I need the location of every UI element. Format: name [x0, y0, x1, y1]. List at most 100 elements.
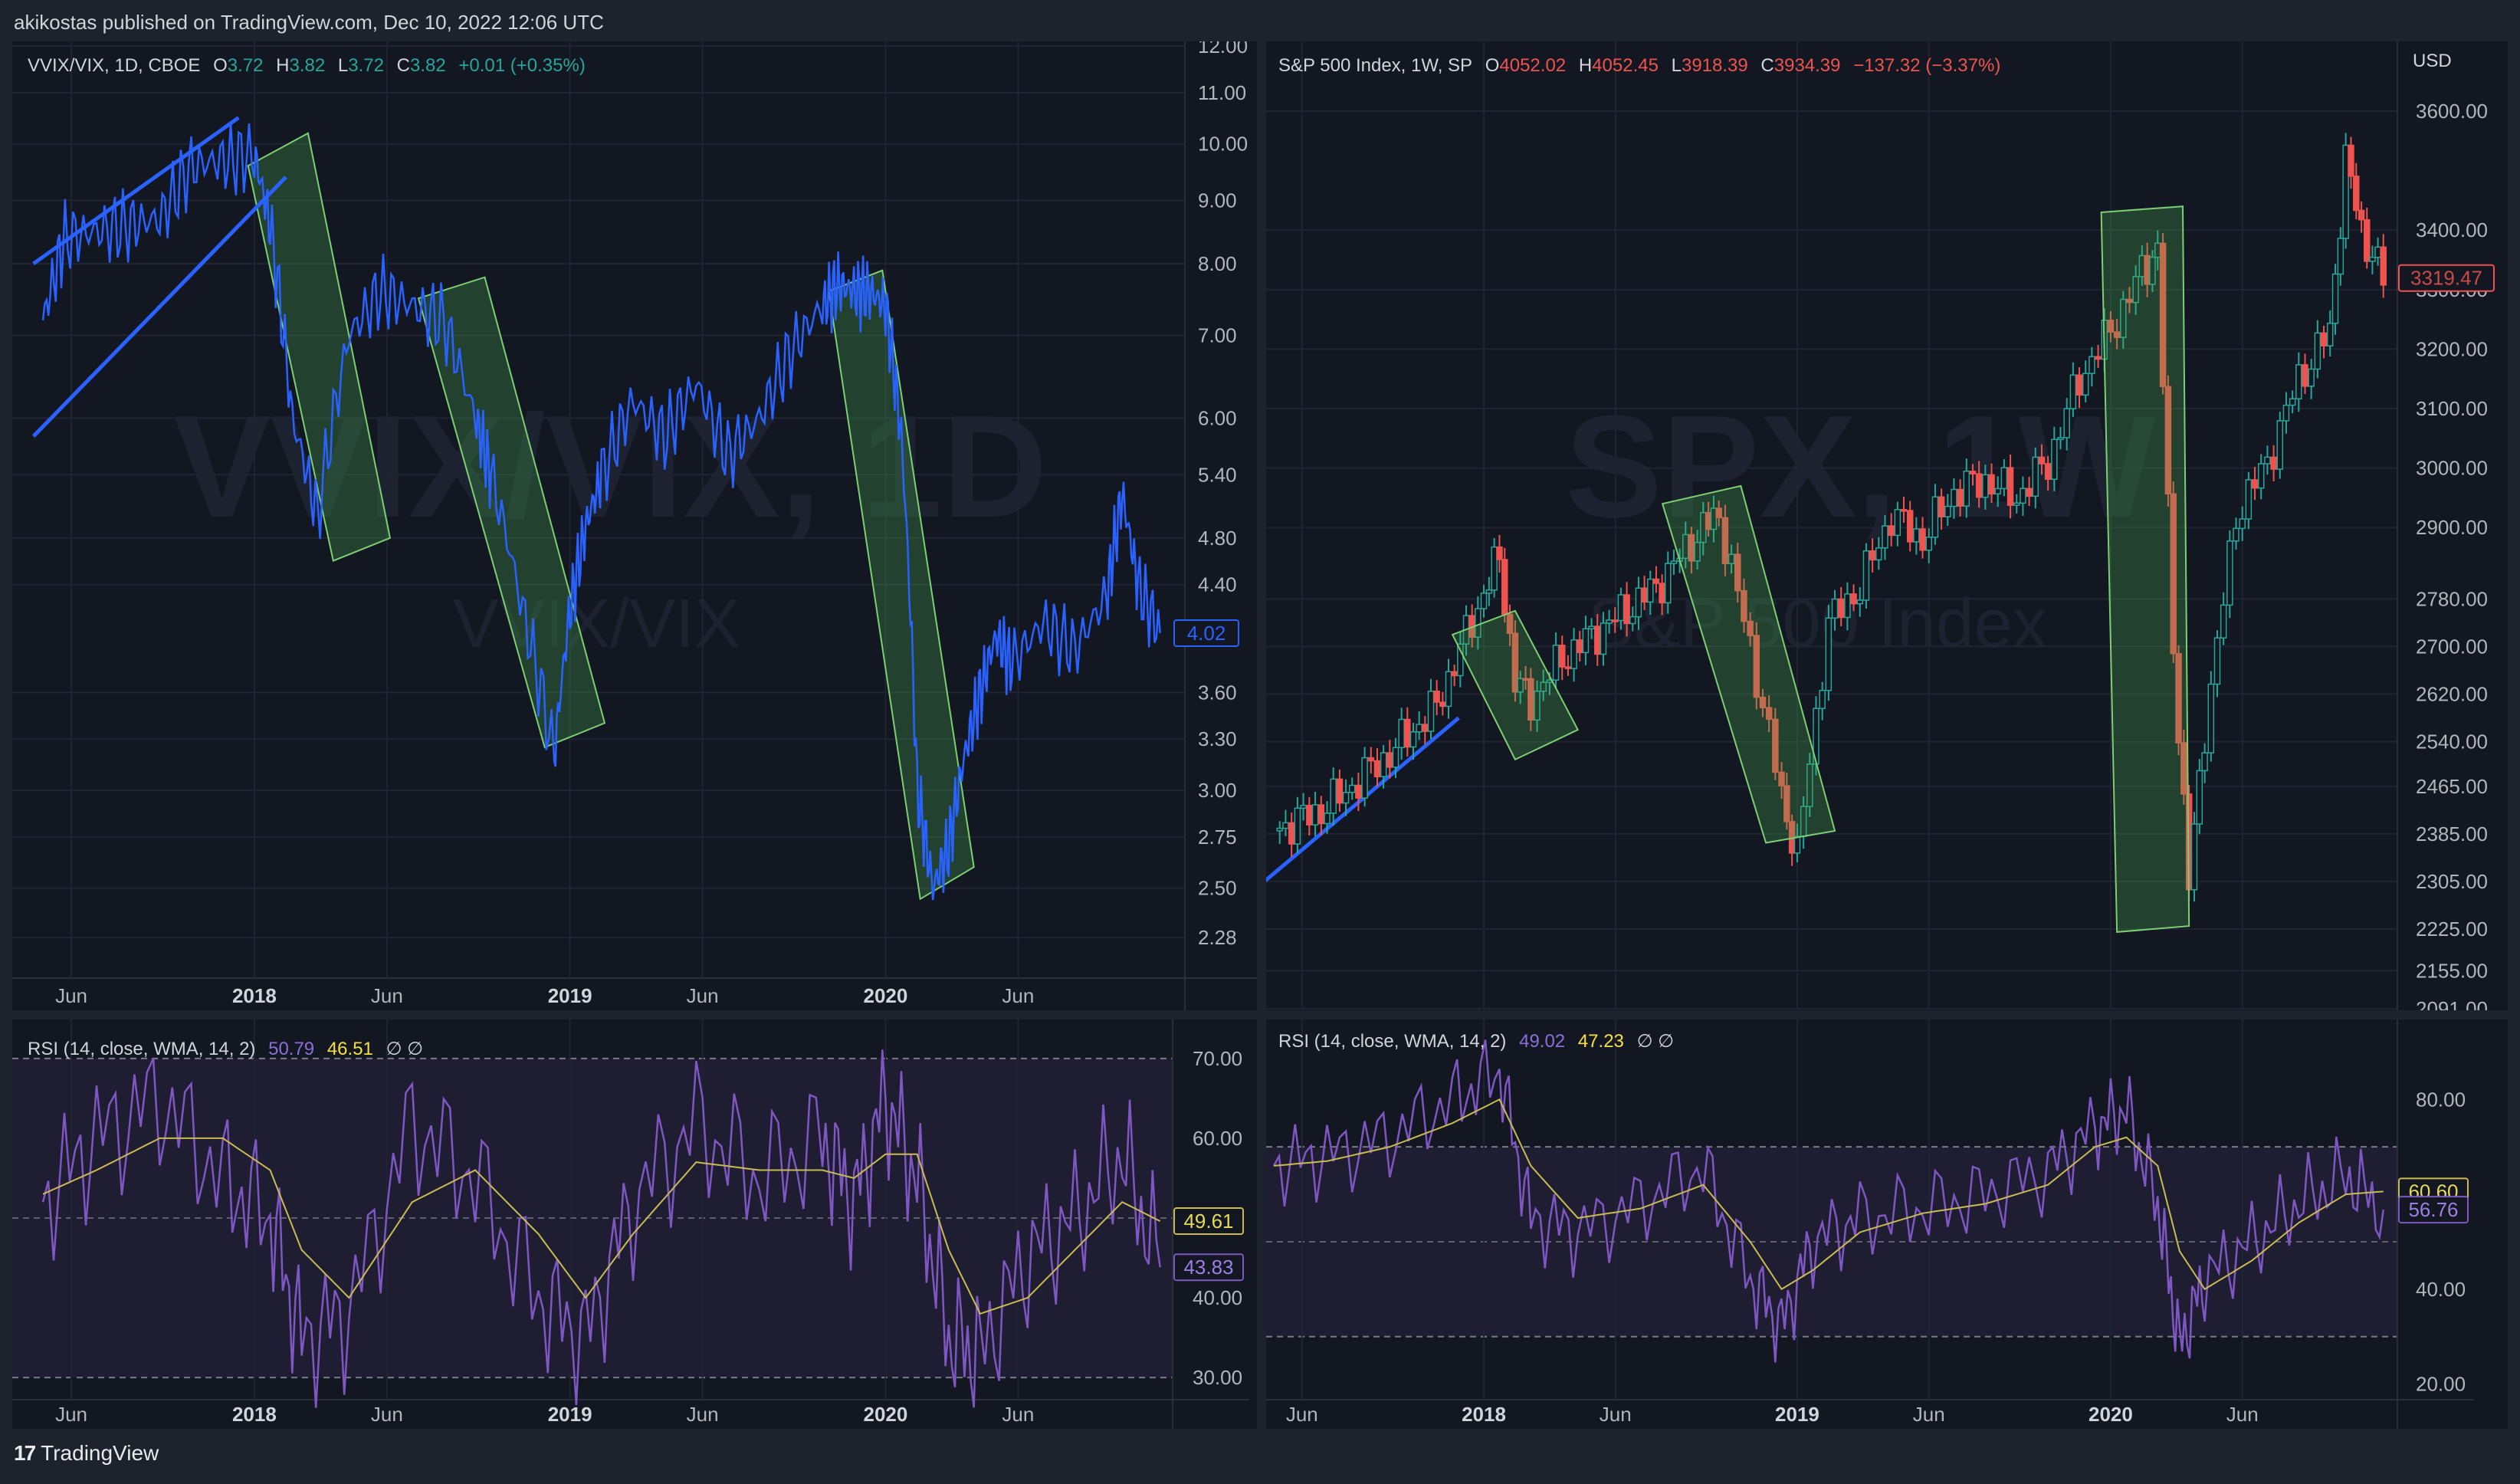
candle-body: [1931, 496, 1939, 538]
price-axis-label: 2.50: [1198, 877, 1237, 900]
candle-body: [1348, 784, 1356, 793]
spx-chart: SPX, 1W S&P 500 Index 3600.003400.003300…: [1266, 41, 2495, 1010]
watermark-small: VVIX/VIX: [453, 586, 740, 662]
candle-body: [1445, 671, 1452, 708]
candle-body: [1491, 546, 1498, 591]
candle-body: [2348, 144, 2354, 177]
time-axis-label: Jun: [1600, 1403, 1632, 1426]
time-axis-label: Jun: [1913, 1403, 1945, 1426]
time-axis-label: Jun: [1002, 1403, 1034, 1426]
rsi-axis-label: 60.00: [1193, 1127, 1242, 1150]
spx-rsi-legend: RSI (14, close, WMA, 14, 2) 49.02 47.23 …: [1278, 1030, 1682, 1052]
price-axis-label: 2091.00: [2416, 997, 2488, 1010]
candle-body: [1577, 639, 1583, 654]
spx-legend: S&P 500 Index, 1W, SP O4052.02 H4052.45 …: [1278, 55, 2008, 77]
candle-body: [1951, 488, 1957, 507]
rsi-axis-label: 20.00: [2416, 1373, 2466, 1396]
candle-body: [1439, 701, 1446, 708]
candle-body: [2020, 488, 2026, 504]
candle-body: [1306, 805, 1313, 826]
price-axis-label: 3000.00: [2416, 457, 2488, 480]
candle-body: [1409, 731, 1417, 748]
candle-body: [1875, 547, 1882, 561]
legend-symbol[interactable]: VVIX/VIX, 1D, CBOE: [28, 55, 201, 76]
rsi-axis-label: 40.00: [1193, 1286, 1242, 1309]
candle-body: [1355, 784, 1362, 799]
candle-body: [2006, 467, 2014, 506]
legend-symbol[interactable]: S&P 500 Index, 1W, SP: [1278, 55, 1473, 76]
candle-body: [1517, 678, 1524, 693]
price-axis-label: 3.60: [1198, 681, 1237, 704]
candle-body: [2369, 256, 2376, 262]
vvix-vix-chart: VVIX/VIX, 1D VVIX/VIX 12.0011.0010.009.0…: [12, 41, 1257, 1010]
candle-body: [1753, 635, 1760, 698]
candle-body: [2113, 331, 2121, 338]
candle-body: [1623, 594, 1630, 625]
candle-body: [1367, 757, 1375, 762]
candle-body: [1475, 608, 1481, 638]
rsi-axis-label: 40.00: [2416, 1278, 2466, 1301]
candle-body: [1457, 643, 1464, 677]
candle-body: [2164, 386, 2172, 495]
candle-body: [1588, 625, 1595, 629]
candle-body: [2196, 770, 2203, 825]
candle-body: [1894, 509, 1901, 537]
candle-body: [1600, 622, 1607, 655]
tradingview-footer[interactable]: 17 TradingView: [14, 1441, 159, 1466]
rsi-last-label: 43.83: [1183, 1256, 1233, 1279]
candle-body: [2289, 398, 2296, 406]
candle-body: [1342, 792, 1350, 804]
spx-rsi-pane[interactable]: 80.00 40.00 20.00 60.60 56.76 Jun 2018 Jun 2019…: [1266, 1019, 2508, 1429]
highlight-box: [247, 132, 392, 562]
candle-body: [1392, 747, 1399, 768]
candle-body: [2326, 322, 2334, 346]
candle-body: [1373, 760, 1381, 777]
candle-body: [1747, 620, 1754, 636]
time-axis-label: 2019: [1775, 1403, 1819, 1426]
vvix-rsi-pane[interactable]: 70.00 60.00 40.00 30.00 49.61 43.83 Jun 2018 Ju…: [12, 1019, 1257, 1429]
time-axis-label: 2018: [1462, 1403, 1506, 1426]
candle-body: [2089, 356, 2095, 374]
rsi-axis-label: 70.00: [1193, 1047, 1242, 1070]
rsi-legend-text[interactable]: RSI (14, close, WMA, 14, 2): [1278, 1031, 1507, 1052]
candle-body: [1856, 599, 1864, 605]
candle-body: [2239, 518, 2246, 530]
rsi-legend-extra: ∅ ∅: [1636, 1031, 1675, 1052]
rsi-axis-label: 80.00: [2416, 1088, 2466, 1111]
candle-body: [2190, 823, 2198, 891]
candle-body: [1635, 587, 1642, 618]
candle-body: [2251, 479, 2259, 489]
candle-body: [1825, 617, 1833, 691]
legend-low: L3.72: [337, 55, 384, 76]
last-price-tag: [2398, 264, 2495, 292]
candle-body: [1759, 696, 1767, 708]
candle-body: [2233, 527, 2239, 542]
vvix-vix-price-pane[interactable]: VVIX/VIX, 1D VVIX/VIX 12.00 11.00 10.00 9.0…: [12, 41, 1257, 1010]
rsi-legend-text[interactable]: RSI (14, close, WMA, 14, 2): [28, 1039, 256, 1059]
candle-body: [2132, 276, 2139, 304]
rsi-line: [41, 1049, 1161, 1408]
legend-open: O3.72: [213, 55, 264, 76]
rsi-axis-label: 30.00: [1193, 1366, 1242, 1389]
candle-body: [2320, 332, 2328, 346]
candle-body: [2213, 637, 2221, 685]
candle-body: [2264, 456, 2271, 465]
candle-body: [2270, 456, 2277, 470]
vvix-rsi-legend: RSI (14, close, WMA, 14, 2) 50.79 46.51 …: [28, 1038, 431, 1060]
price-axis-label: 3400.00: [2416, 218, 2488, 241]
candle-body: [2026, 488, 2033, 497]
candle-body: [1552, 645, 1560, 681]
tradingview-logo-icon: 17: [14, 1441, 36, 1465]
candle-body: [2175, 652, 2182, 744]
candle-body: [1963, 471, 1970, 507]
candle-body: [1844, 593, 1851, 619]
rsi-line: [1272, 1039, 2384, 1363]
spx-price-pane[interactable]: SPX, 1W S&P 500 Index 3600.003400.003300…: [1266, 41, 2508, 1010]
candle-body: [1862, 550, 1870, 601]
candle-body: [2331, 273, 2339, 324]
price-axis-label: 7.00: [1198, 324, 1237, 347]
candle-body: [1336, 778, 1344, 804]
candle-body: [1819, 689, 1826, 709]
candle-body: [1806, 763, 1813, 807]
trendline: [1266, 716, 1460, 883]
